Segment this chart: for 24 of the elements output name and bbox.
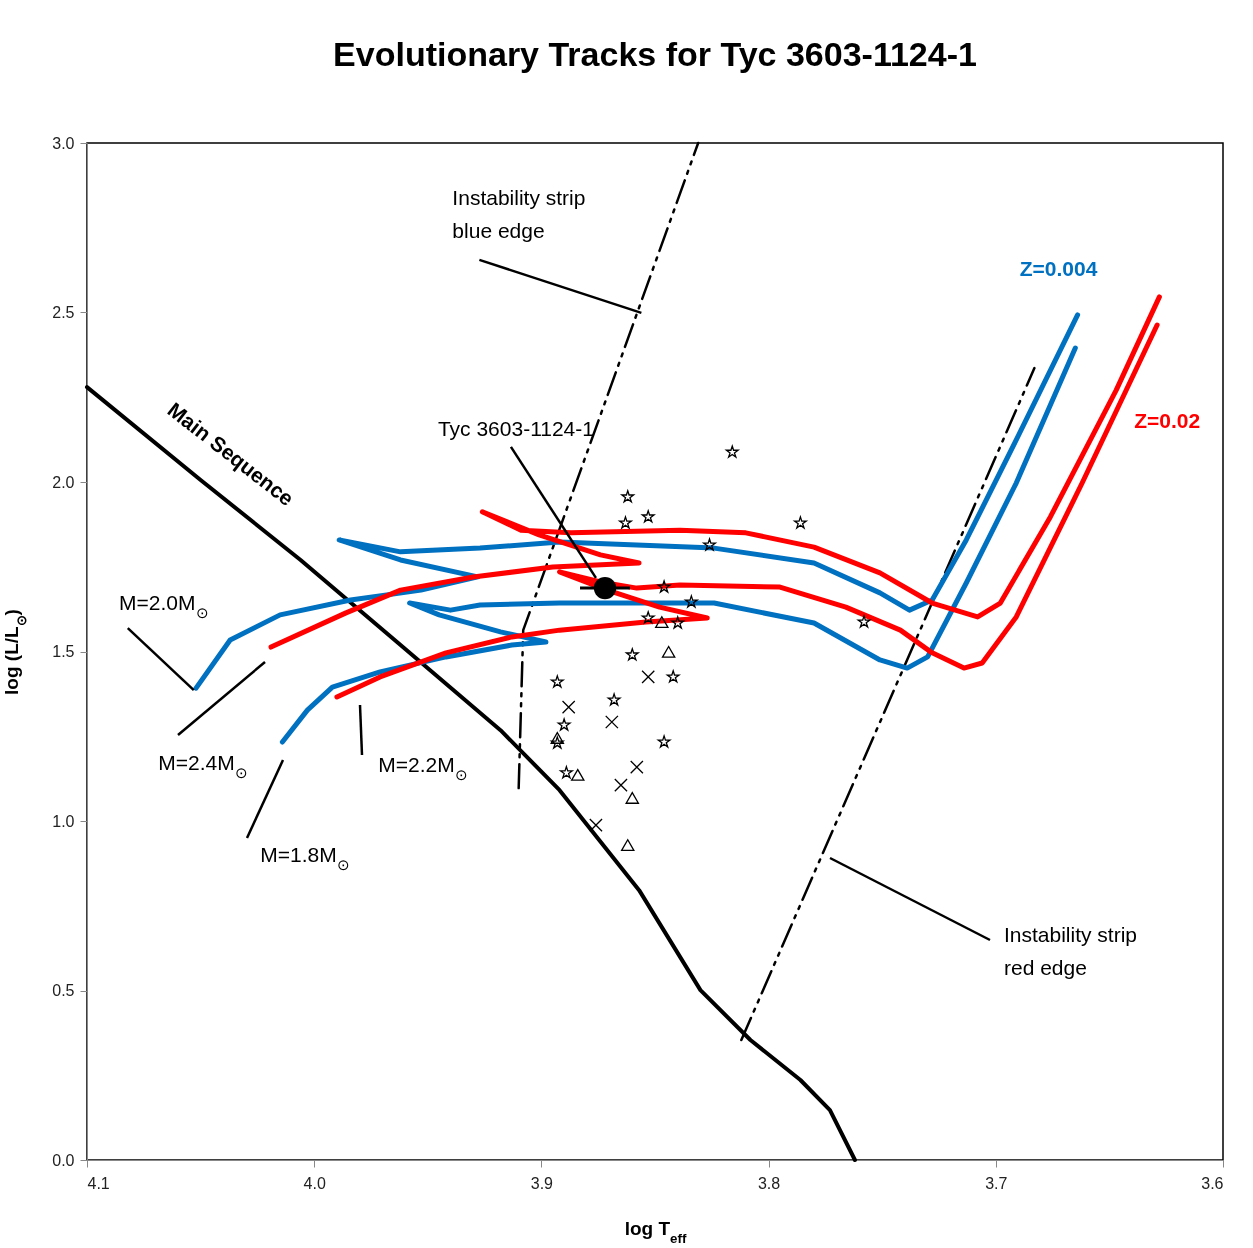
x-tick-label: 3.9 [530, 1174, 554, 1192]
y-tick-label: 3.0 [52, 134, 75, 152]
annotation: Tyc 3603-1124-1 [437, 416, 594, 440]
y-tick-label: 2.0 [52, 473, 75, 491]
series-label: Z=0.004 [1019, 256, 1098, 280]
annotation: M=2.4M$_{⊙}$ [158, 751, 248, 781]
y-tick-label: 0.0 [52, 1151, 75, 1169]
x-axis-title: log T$_{eff}$ [624, 1217, 687, 1245]
annotation: M=2.0M$_{⊙}$ [119, 591, 209, 622]
y-tick-label: 2.5 [52, 304, 75, 321]
annotation: Instability strip red edge [1004, 923, 1138, 979]
annotation: Instability strip blue edge [452, 185, 586, 242]
x-tick-label: 4.1 [87, 1174, 110, 1192]
y-tick-label: 1.0 [52, 812, 75, 830]
annotation: M=2.2M$_{⊙}$ [378, 753, 468, 783]
x-tick-label: 3.7 [985, 1174, 1008, 1192]
x-tick-label: 4.0 [303, 1174, 326, 1192]
y-tick-label: 1.5 [52, 643, 75, 660]
x-tick-label: 3.6 [1201, 1174, 1224, 1192]
x-tick-label: 3.8 [757, 1174, 781, 1192]
annotation: M=1.8M$_{⊙}$ [260, 843, 350, 873]
chart-title: Evolutionary Tracks for Tyc 3603-1124-1 [333, 35, 977, 73]
series-label: Z=0.02 [1134, 409, 1201, 433]
y-tick-label: 0.5 [52, 982, 75, 999]
